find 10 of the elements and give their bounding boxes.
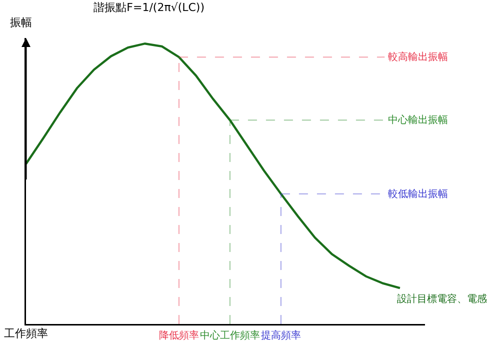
x-tick-label: 降低頻率 [158,330,199,342]
ref-line-label: 較高輸出振幅 [388,51,448,63]
chart-title: 諧振點F=1/(2π√(LC)) [94,1,205,14]
ref-line-label: 中心輸出振幅 [388,114,448,126]
series-label: 設計目標電容、電感 [397,293,487,305]
x-tick-label: 提高頻率 [260,330,301,342]
y-axis-title: 振幅 [10,16,32,29]
x-tick-label: 中心工作頻率 [200,330,260,342]
ref-line-label: 較低輸出振幅 [388,188,448,200]
x-axis-title: 工作頻率 [4,327,48,340]
